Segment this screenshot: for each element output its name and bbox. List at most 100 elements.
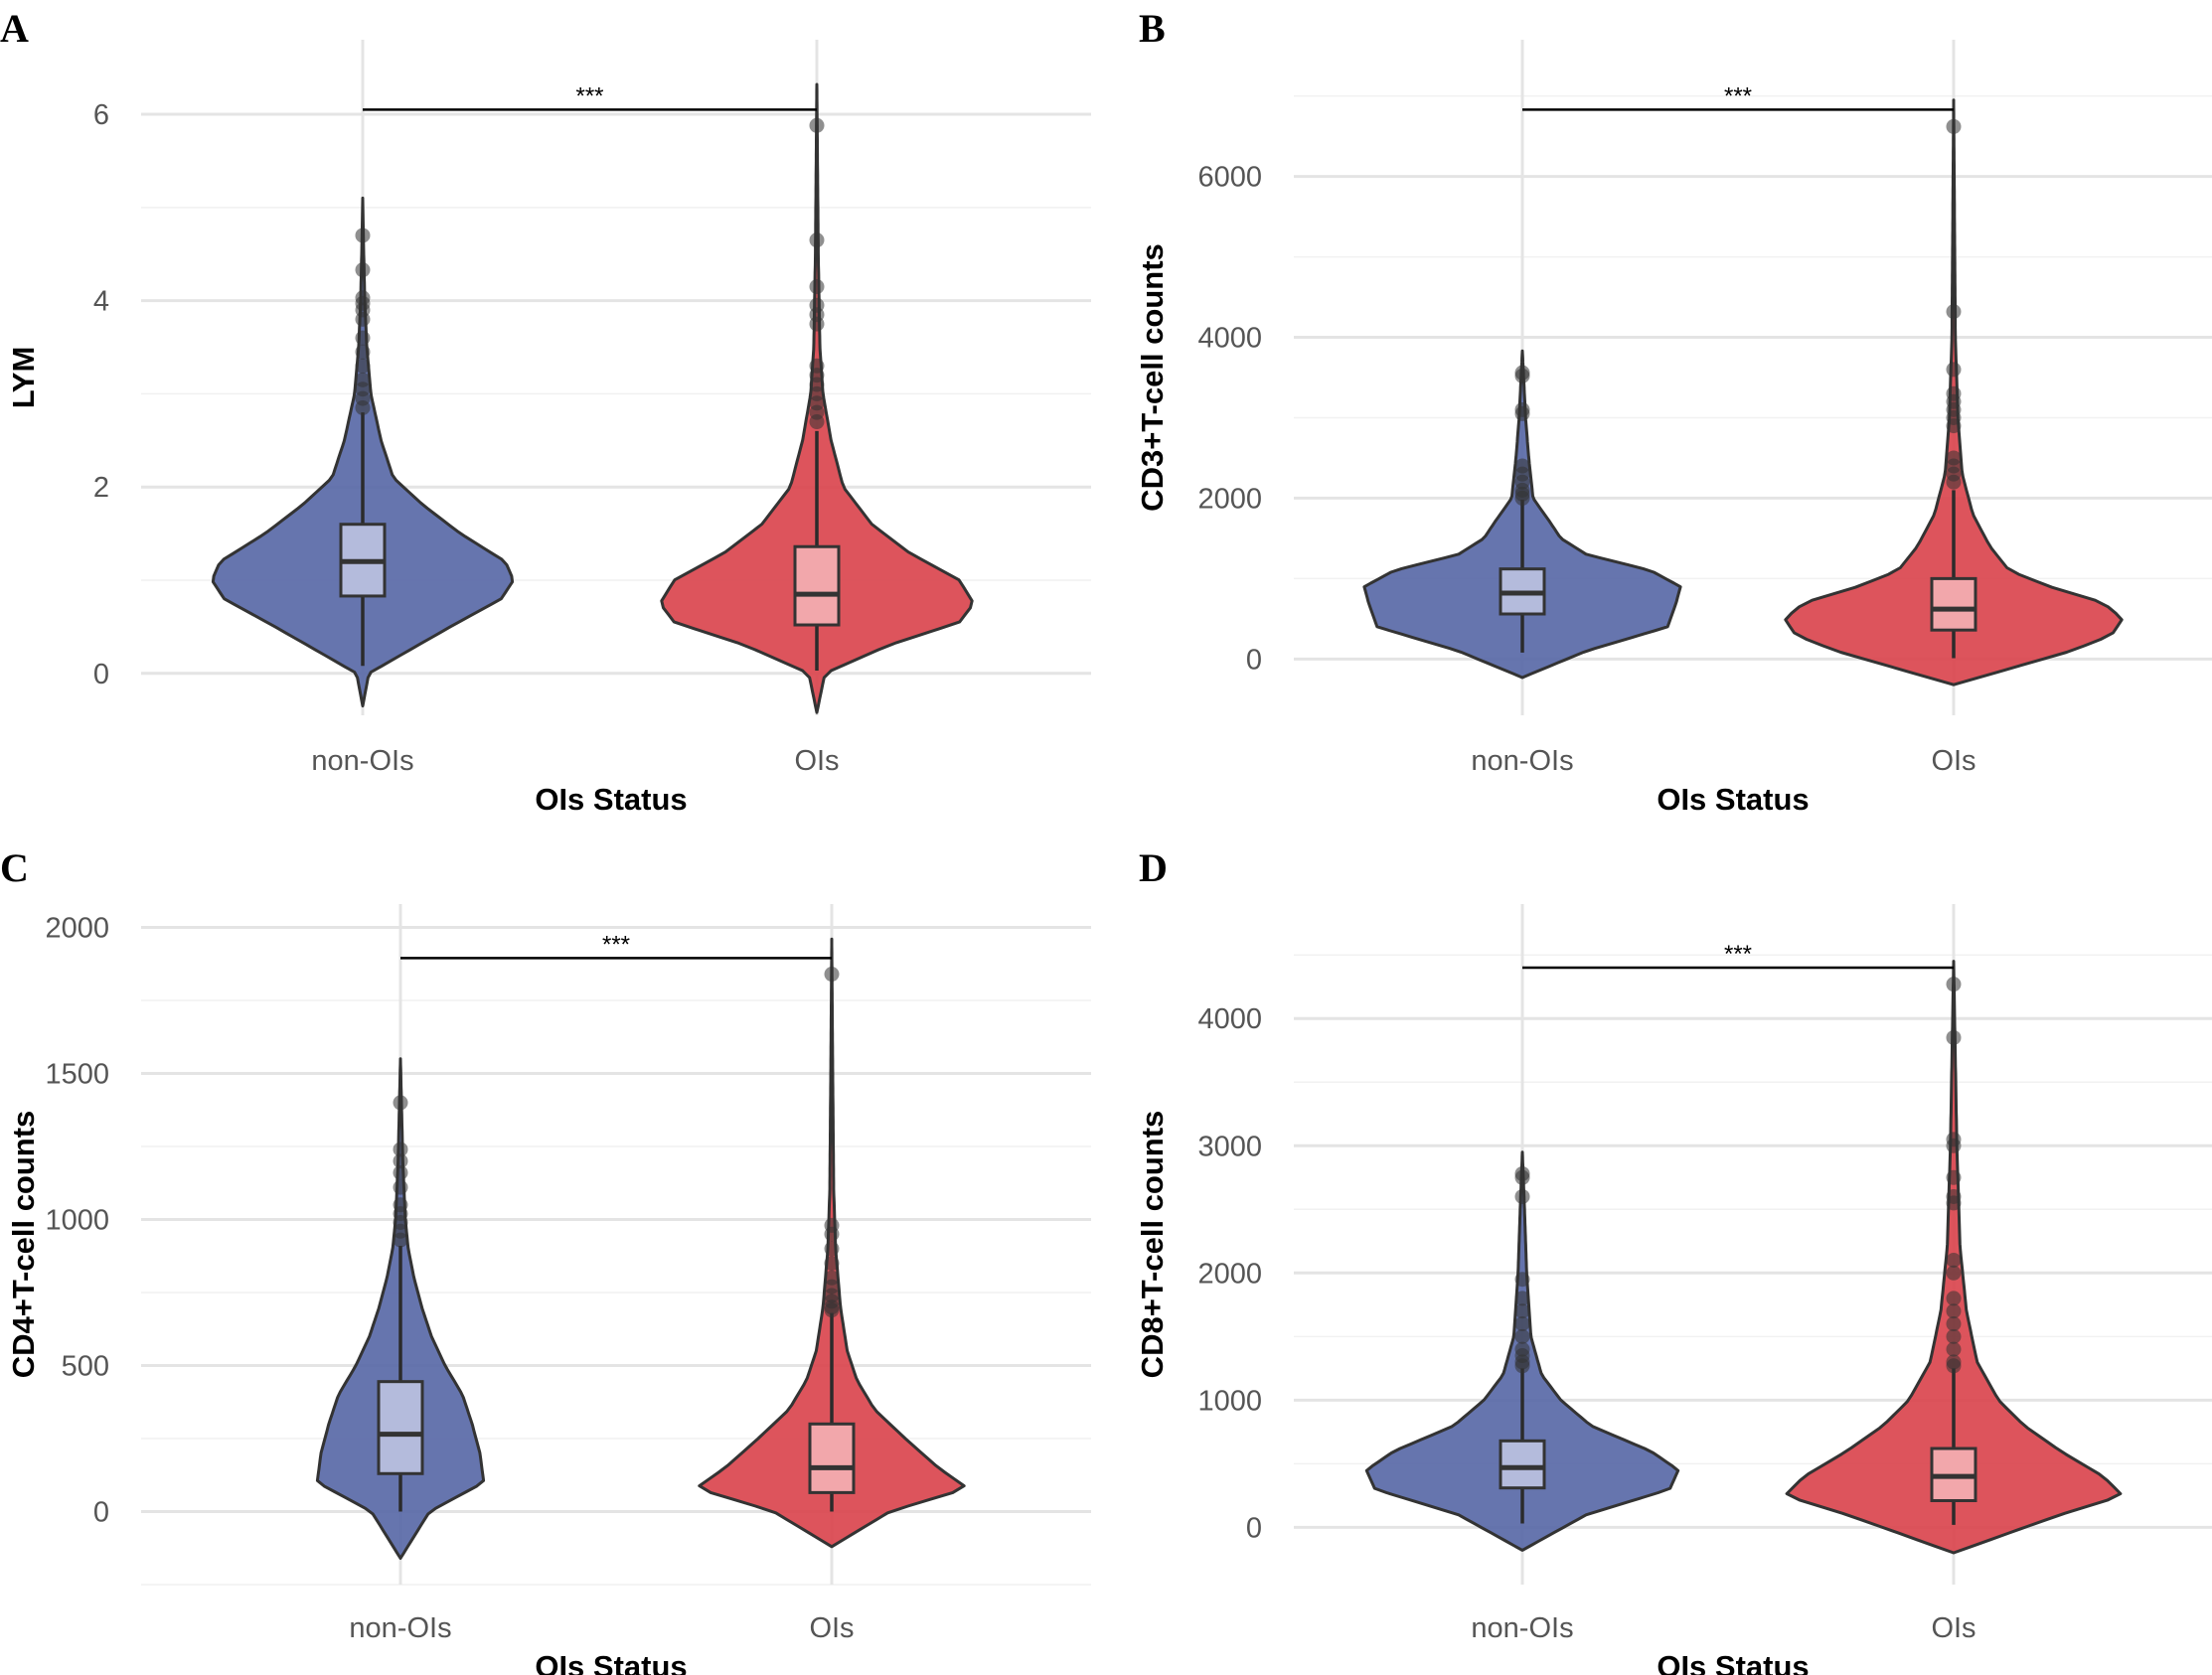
y-tick-label: 1000: [1197, 1385, 1262, 1417]
significance-label: ***: [1724, 941, 1752, 968]
significance-label: ***: [1724, 82, 1752, 109]
y-axis-title: CD4+T-cell counts: [6, 1111, 41, 1379]
outlier-point: [1946, 1029, 1962, 1045]
outlier-point: [1514, 1165, 1530, 1181]
x-tick-label: non-OIs: [1471, 745, 1573, 777]
x-tick-label: OIs: [794, 745, 839, 777]
violin-group-non-OIs: [315, 1057, 486, 1560]
y-tick-label: 0: [93, 1497, 109, 1529]
outlier-point: [1946, 1169, 1962, 1185]
outlier-point: [1946, 304, 1962, 320]
x-tick-label: non-OIs: [1471, 1612, 1573, 1644]
outlier-point: [1946, 977, 1962, 992]
outlier-point: [809, 279, 825, 295]
panel-B: 0 2000 4000 6000 non-OIs OIs OIs Status CD3+T-c…: [1135, 6, 2212, 817]
y-tick-label: 2: [93, 472, 109, 504]
x-tick-label: non-OIs: [311, 745, 413, 777]
outlier-point: [1946, 1303, 1962, 1319]
panel-letter: C: [0, 845, 29, 890]
violin-group-OIs: [698, 937, 966, 1549]
x-axis-title: OIs Status: [1657, 1649, 1809, 1675]
outlier-point: [355, 262, 371, 278]
y-tick-label: 6: [93, 99, 109, 131]
y-tick-label: 2000: [1197, 1258, 1262, 1290]
outlier-point: [809, 232, 825, 248]
outlier-point: [1514, 1328, 1530, 1344]
outlier-point: [824, 1256, 840, 1272]
y-tick-label: 1500: [45, 1059, 109, 1091]
outlier-point: [393, 1142, 408, 1157]
outlier-point: [355, 228, 371, 243]
x-tick-label: OIs: [809, 1612, 854, 1644]
outlier-point: [393, 1179, 408, 1195]
y-tick-label: 3000: [1197, 1131, 1262, 1162]
box: [1930, 576, 1977, 632]
outlier-point: [1946, 1354, 1962, 1370]
y-axis-title: LYM: [6, 347, 41, 409]
outlier-point: [393, 1197, 408, 1213]
outlier-point: [1946, 1341, 1962, 1357]
violin-group-OIs: [1784, 98, 2124, 686]
outlier-point: [1946, 1265, 1962, 1281]
outlier-point: [1514, 1316, 1530, 1332]
violin-group-non-OIs: [211, 196, 515, 708]
significance-label: ***: [575, 82, 603, 109]
panel-A: 0 2 4 6 non-OIs OIs OIs Status LYM A ***: [0, 6, 1091, 817]
panel-D: 0 1000 2000 3000 4000 non-OIs OIs OIs Status CD8…: [1135, 845, 2212, 1675]
box: [793, 544, 841, 627]
y-tick-label: 1000: [45, 1205, 109, 1237]
outlier-point: [1514, 401, 1530, 417]
panel-letter: D: [1139, 845, 1168, 890]
outlier-point: [355, 344, 371, 360]
outlier-point: [393, 1164, 408, 1180]
panel-C: 0 500 1000 1500 2000 non-OIs OIs OIs Status CD4+…: [0, 845, 1091, 1675]
panel-letter: B: [1139, 6, 1166, 51]
outlier-point: [355, 358, 371, 374]
outlier-point: [1946, 1188, 1962, 1204]
y-tick-label: 4000: [1197, 323, 1262, 355]
outlier-point: [1514, 365, 1530, 381]
violin-group-non-OIs: [1362, 349, 1682, 680]
y-tick-label: 6000: [1197, 162, 1262, 194]
y-tick-label: 2000: [1197, 483, 1262, 515]
x-tick-label: OIs: [1931, 1612, 1975, 1644]
outlier-point: [1946, 1253, 1962, 1269]
outlier-point: [824, 1241, 840, 1257]
y-axis-title: CD8+T-cell counts: [1135, 1111, 1170, 1379]
significance-label: ***: [602, 931, 630, 958]
outlier-point: [393, 1095, 408, 1111]
outlier-point: [393, 1153, 408, 1169]
y-tick-label: 4000: [1197, 1003, 1262, 1035]
violin-group-OIs: [660, 82, 974, 714]
x-axis-title: OIs Status: [1657, 782, 1809, 817]
outlier-point: [1514, 1303, 1530, 1319]
panel-letter: A: [0, 6, 29, 51]
outlier-point: [1514, 1272, 1530, 1288]
x-tick-label: OIs: [1931, 745, 1975, 777]
outlier-point: [1514, 1341, 1530, 1357]
outlier-point: [809, 117, 825, 133]
outlier-point: [809, 358, 825, 374]
outlier-point: [824, 967, 840, 983]
outlier-point: [1946, 1316, 1962, 1332]
outlier-point: [1946, 450, 1962, 466]
outlier-point: [1946, 1132, 1962, 1147]
x-axis-title: OIs Status: [535, 1649, 687, 1675]
box: [1499, 1439, 1546, 1490]
y-tick-label: 0: [93, 659, 109, 690]
outlier-point: [1946, 385, 1962, 401]
box: [377, 1380, 424, 1475]
violin-group-OIs: [1785, 960, 2123, 1555]
y-tick-label: 0: [1246, 1512, 1262, 1544]
x-tick-label: non-OIs: [349, 1612, 451, 1644]
y-tick-label: 500: [62, 1351, 109, 1383]
y-tick-label: 2000: [45, 913, 109, 945]
outlier-point: [1514, 458, 1530, 474]
outlier-point: [1514, 1188, 1530, 1204]
outlier-point: [355, 330, 371, 346]
outlier-point: [824, 1270, 840, 1286]
outlier-point: [1946, 1328, 1962, 1344]
x-axis-title: OIs Status: [535, 782, 687, 817]
box: [808, 1422, 856, 1494]
